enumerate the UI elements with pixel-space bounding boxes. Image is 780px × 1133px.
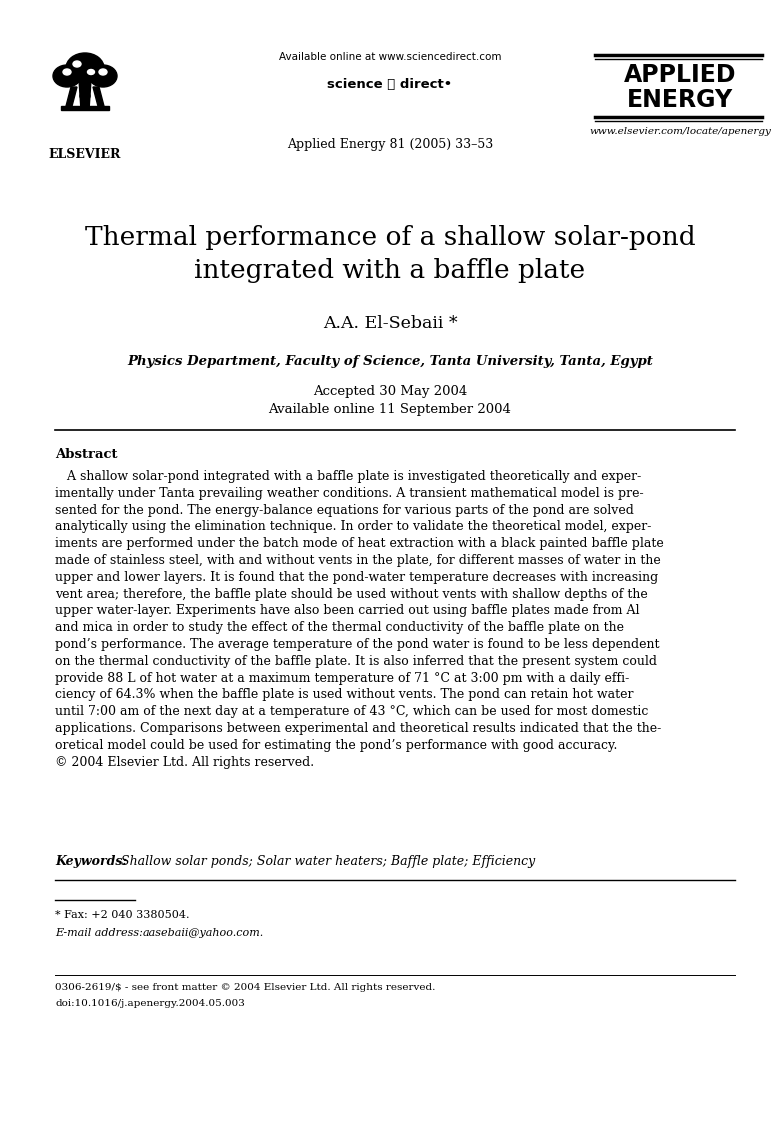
Ellipse shape [73,61,81,67]
Polygon shape [79,80,91,110]
Ellipse shape [89,65,117,87]
Ellipse shape [63,69,71,75]
Text: A.A. El-Sebaii *: A.A. El-Sebaii * [323,315,457,332]
Text: Physics Department, Faculty of Science, Tanta University, Tanta, Egypt: Physics Department, Faculty of Science, … [127,355,653,368]
Text: Applied Energy 81 (2005) 33–53: Applied Energy 81 (2005) 33–53 [287,138,493,151]
Text: integrated with a baffle plate: integrated with a baffle plate [194,258,586,283]
Text: Abstract: Abstract [55,448,118,461]
Text: Keywords:: Keywords: [55,855,127,868]
Ellipse shape [99,69,107,75]
Text: Accepted 30 May 2004: Accepted 30 May 2004 [313,385,467,398]
Text: * Fax: +2 040 3380504.: * Fax: +2 040 3380504. [55,910,190,920]
Ellipse shape [53,65,81,87]
Ellipse shape [87,69,94,75]
Text: Available online 11 September 2004: Available online 11 September 2004 [268,403,512,416]
Text: Shallow solar ponds; Solar water heaters; Baffle plate; Efficiency: Shallow solar ponds; Solar water heaters… [117,855,535,868]
Ellipse shape [80,92,90,100]
Polygon shape [65,87,77,110]
Text: aasebaii@yahoo.com.: aasebaii@yahoo.com. [143,928,264,938]
Polygon shape [61,107,109,110]
Polygon shape [93,87,105,110]
Ellipse shape [66,53,104,83]
Text: E-mail address:: E-mail address: [55,928,147,938]
Text: Thermal performance of a shallow solar-pond: Thermal performance of a shallow solar-p… [85,225,695,250]
Text: ELSEVIER: ELSEVIER [49,148,121,161]
Text: A shallow solar-pond integrated with a baffle plate is investigated theoreticall: A shallow solar-pond integrated with a b… [55,470,664,768]
Text: 0306-2619/$ - see front matter © 2004 Elsevier Ltd. All rights reserved.: 0306-2619/$ - see front matter © 2004 El… [55,983,435,993]
Text: science ⓐ direct•: science ⓐ direct• [328,78,452,91]
Text: www.elsevier.com/locate/apenergy: www.elsevier.com/locate/apenergy [589,127,771,136]
Text: Available online at www.sciencedirect.com: Available online at www.sciencedirect.co… [278,52,502,62]
Text: ENERGY: ENERGY [627,88,733,112]
Text: APPLIED: APPLIED [624,63,736,87]
Text: doi:10.1016/j.apenergy.2004.05.003: doi:10.1016/j.apenergy.2004.05.003 [55,999,245,1008]
